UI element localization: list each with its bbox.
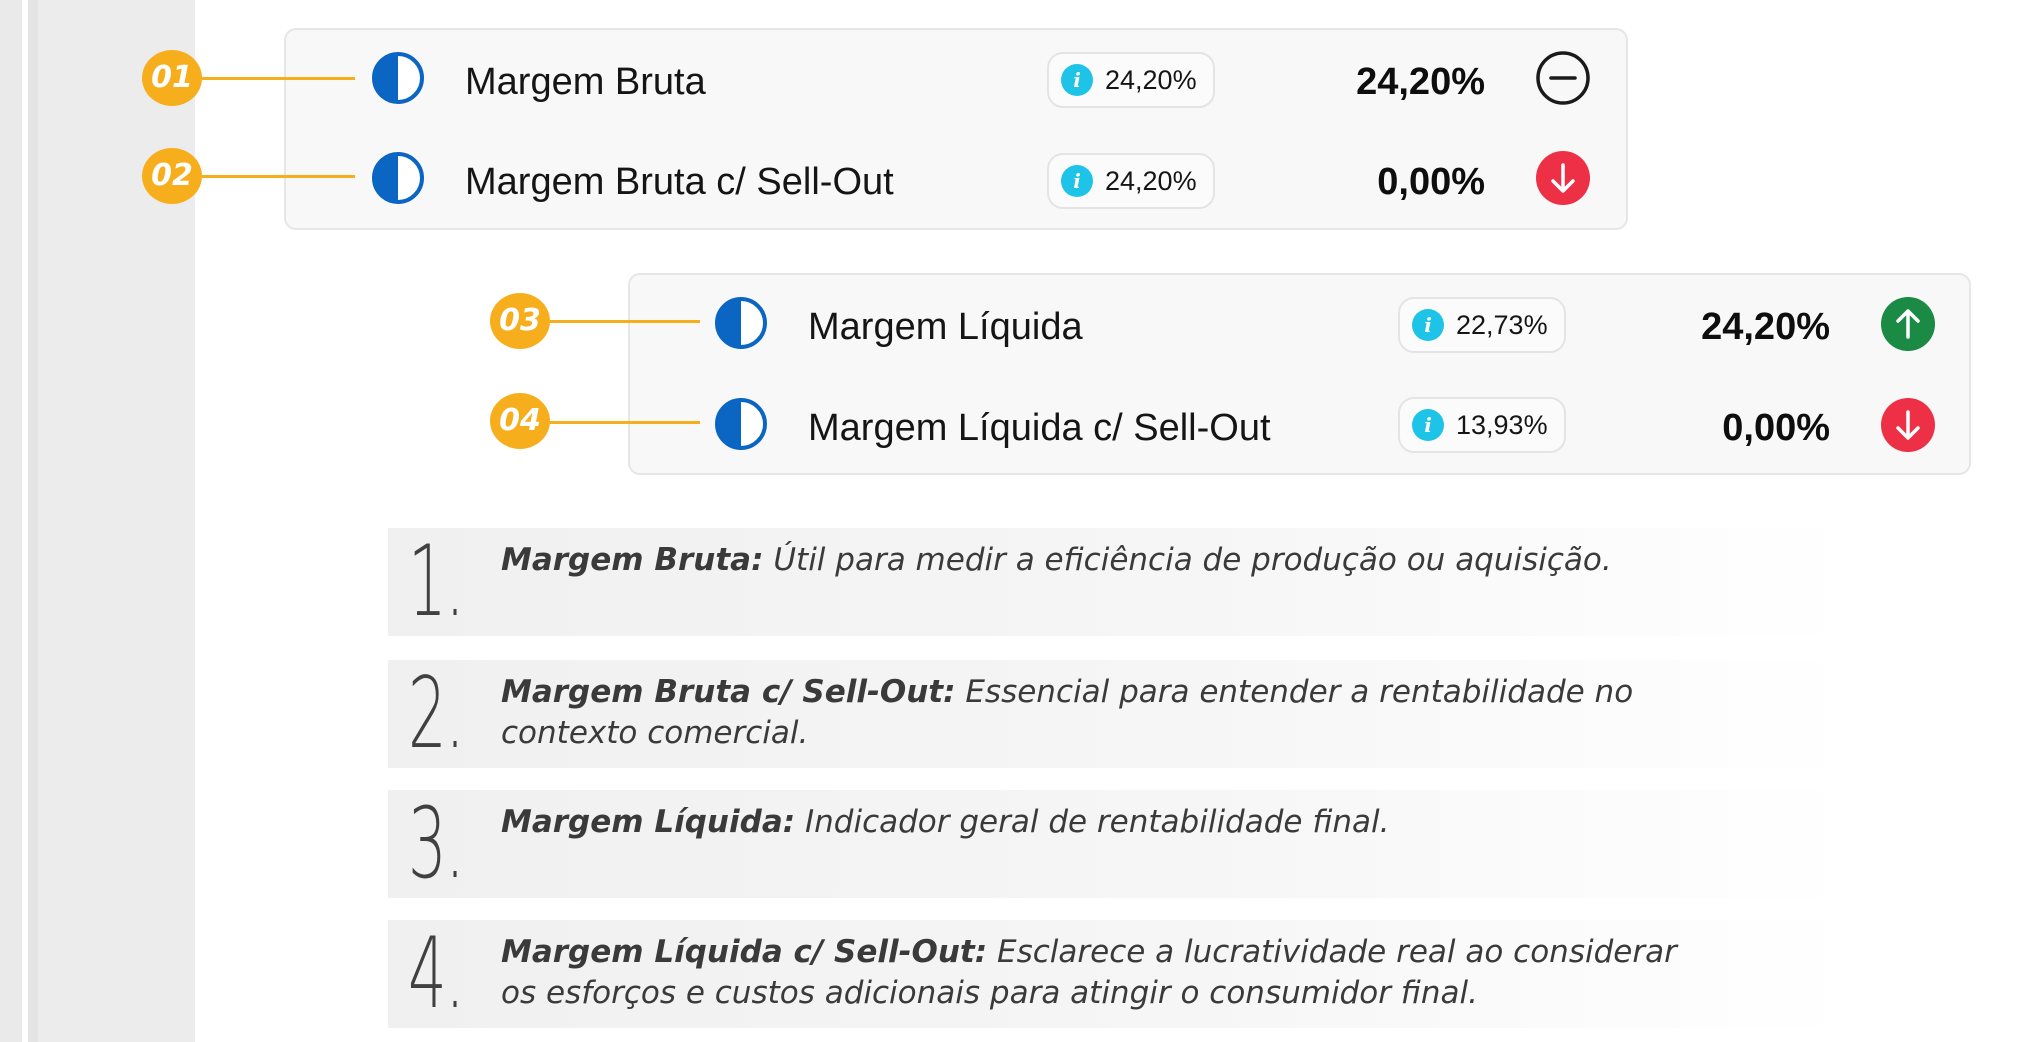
left-rail: [0, 0, 22, 1042]
marker-04: 04: [490, 393, 550, 449]
info-chip-margem-bruta-sell-out[interactable]: i 24,20%: [1047, 153, 1215, 209]
minus-circle-icon: [1536, 51, 1590, 105]
arrow-down-circle-icon: [1881, 398, 1935, 452]
note-item-4: 4. Margem Líquida c/ Sell-Out: Esclarece…: [388, 920, 1848, 1028]
note-item-2: 2. Margem Bruta c/ Sell-Out: Essencial p…: [388, 660, 1848, 768]
half-circle-icon: [715, 398, 767, 450]
note-term: Margem Líquida c/ Sell-Out:: [501, 934, 988, 970]
chip-value: 22,73%: [1456, 309, 1548, 340]
metric-name-margem-liquida-sell-out: Margem Líquida c/ Sell-Out: [808, 407, 1271, 449]
leader-line-01: [202, 77, 355, 80]
half-circle-icon: [372, 152, 424, 204]
note-description: Essencial para entender a rentabilidade …: [501, 674, 1634, 751]
note-text: Margem Líquida c/ Sell-Out: Esclarece a …: [501, 932, 1701, 1014]
metric-value-margem-liquida-sell-out: 0,00%: [1722, 407, 1830, 449]
note-text: Margem Bruta c/ Sell-Out: Essencial para…: [501, 672, 1701, 754]
metric-value-margem-bruta-sell-out: 0,00%: [1377, 161, 1485, 203]
note-number: 1.: [408, 525, 465, 639]
note-term: Margem Bruta:: [501, 542, 764, 578]
info-chip-margem-liquida-sell-out[interactable]: i 13,93%: [1398, 397, 1566, 453]
marker-01: 01: [142, 50, 202, 106]
note-term: Margem Bruta c/ Sell-Out:: [501, 674, 956, 710]
arrow-up-circle-icon: [1881, 297, 1935, 351]
left-rail-inner: [28, 0, 38, 1042]
note-text: Margem Líquida: Indicador geral de renta…: [501, 802, 1701, 843]
half-circle-icon: [372, 52, 424, 104]
metric-name-margem-bruta-sell-out: Margem Bruta c/ Sell-Out: [465, 161, 894, 203]
info-chip-margem-liquida[interactable]: i 22,73%: [1398, 297, 1566, 353]
marker-02: 02: [142, 148, 202, 204]
note-item-3: 3. Margem Líquida: Indicador geral de re…: [388, 790, 1848, 898]
metric-value-margem-liquida: 24,20%: [1701, 306, 1830, 348]
info-icon: i: [1061, 165, 1093, 197]
metric-name-margem-liquida: Margem Líquida: [808, 306, 1083, 348]
marker-03: 03: [490, 293, 550, 349]
chip-value: 24,20%: [1105, 64, 1197, 95]
chip-value: 24,20%: [1105, 165, 1197, 196]
leader-line-04: [550, 421, 700, 424]
note-description: Indicador geral de rentabilidade final.: [795, 804, 1390, 840]
chip-value: 13,93%: [1456, 409, 1548, 440]
metric-name-margem-bruta: Margem Bruta: [465, 61, 706, 103]
arrow-down-circle-icon: [1536, 151, 1590, 205]
note-term: Margem Líquida:: [501, 804, 796, 840]
note-item-1: 1. Margem Bruta: Útil para medir a efici…: [388, 528, 1848, 636]
metric-value-margem-bruta: 24,20%: [1356, 61, 1485, 103]
note-number: 2.: [408, 657, 465, 771]
note-description: Útil para medir a eficiência de produção…: [763, 542, 1612, 578]
info-icon: i: [1412, 409, 1444, 441]
leader-line-03: [550, 320, 700, 323]
note-description: Esclarece a lucratividade real ao consid…: [501, 934, 1677, 1011]
metrics-card-net: [628, 273, 1971, 475]
metrics-card-gross: [284, 28, 1628, 230]
info-chip-margem-bruta[interactable]: i 24,20%: [1047, 52, 1215, 108]
info-icon: i: [1412, 309, 1444, 341]
note-text: Margem Bruta: Útil para medir a eficiênc…: [501, 540, 1701, 581]
note-number: 3.: [408, 787, 465, 901]
note-number: 4.: [408, 917, 465, 1031]
half-circle-icon: [715, 297, 767, 349]
leader-line-02: [202, 175, 355, 178]
info-icon: i: [1061, 64, 1093, 96]
